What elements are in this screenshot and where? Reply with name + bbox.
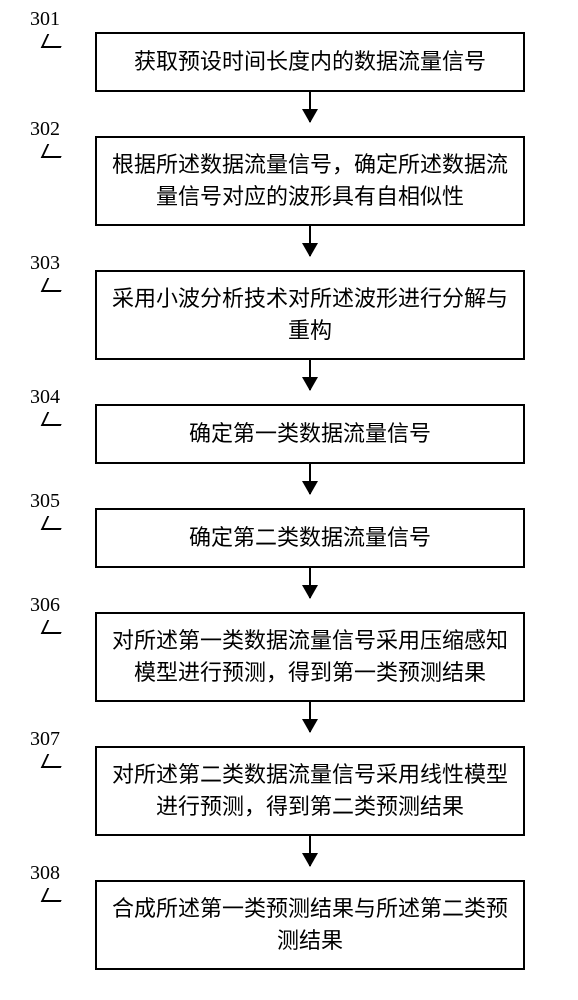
flow-step-box: 确定第一类数据流量信号 — [95, 404, 525, 464]
label-connector — [41, 34, 68, 48]
flow-step-text: 采用小波分析技术对所述波形进行分解与重构 — [111, 283, 509, 347]
step-label: 303 — [30, 252, 60, 275]
flow-step-text: 获取预设时间长度内的数据流量信号 — [134, 46, 486, 78]
step-label: 301 — [30, 8, 60, 31]
label-connector — [41, 754, 68, 768]
label-connector — [41, 888, 68, 902]
step-label: 306 — [30, 594, 60, 617]
step-label: 307 — [30, 728, 60, 751]
flow-arrow — [309, 360, 311, 390]
label-connector — [41, 412, 68, 426]
flow-step-box: 根据所述数据流量信号，确定所述数据流量信号对应的波形具有自相似性 — [95, 136, 525, 226]
flow-step-text: 确定第一类数据流量信号 — [189, 418, 431, 450]
step-label: 302 — [30, 118, 60, 141]
flow-step-box: 对所述第二类数据流量信号采用线性模型进行预测，得到第二类预测结果 — [95, 746, 525, 836]
label-connector — [41, 144, 68, 158]
flow-step-box: 获取预设时间长度内的数据流量信号 — [95, 32, 525, 92]
step-label: 308 — [30, 862, 60, 885]
flowchart: 301 获取预设时间长度内的数据流量信号 302 根据所述数据流量信号，确定所述数据流… — [0, 0, 578, 1000]
flow-step-text: 对所述第一类数据流量信号采用压缩感知模型进行预测，得到第一类预测结果 — [111, 625, 509, 689]
label-connector — [41, 278, 68, 292]
flow-step-text: 合成所述第一类预测结果与所述第二类预测结果 — [111, 893, 509, 957]
label-connector — [41, 620, 68, 634]
flow-step-box: 采用小波分析技术对所述波形进行分解与重构 — [95, 270, 525, 360]
flow-arrow — [309, 464, 311, 494]
flow-step-text: 根据所述数据流量信号，确定所述数据流量信号对应的波形具有自相似性 — [111, 149, 509, 213]
flow-step-text: 确定第二类数据流量信号 — [189, 522, 431, 554]
flow-step-text: 对所述第二类数据流量信号采用线性模型进行预测，得到第二类预测结果 — [111, 759, 509, 823]
flow-arrow — [309, 92, 311, 122]
step-label: 304 — [30, 386, 60, 409]
flow-arrow — [309, 836, 311, 866]
flow-step-box: 对所述第一类数据流量信号采用压缩感知模型进行预测，得到第一类预测结果 — [95, 612, 525, 702]
label-connector — [41, 516, 68, 530]
flow-step-box: 合成所述第一类预测结果与所述第二类预测结果 — [95, 880, 525, 970]
flow-arrow — [309, 702, 311, 732]
flow-arrow — [309, 226, 311, 256]
step-label: 305 — [30, 490, 60, 513]
flow-arrow — [309, 568, 311, 598]
flow-step-box: 确定第二类数据流量信号 — [95, 508, 525, 568]
